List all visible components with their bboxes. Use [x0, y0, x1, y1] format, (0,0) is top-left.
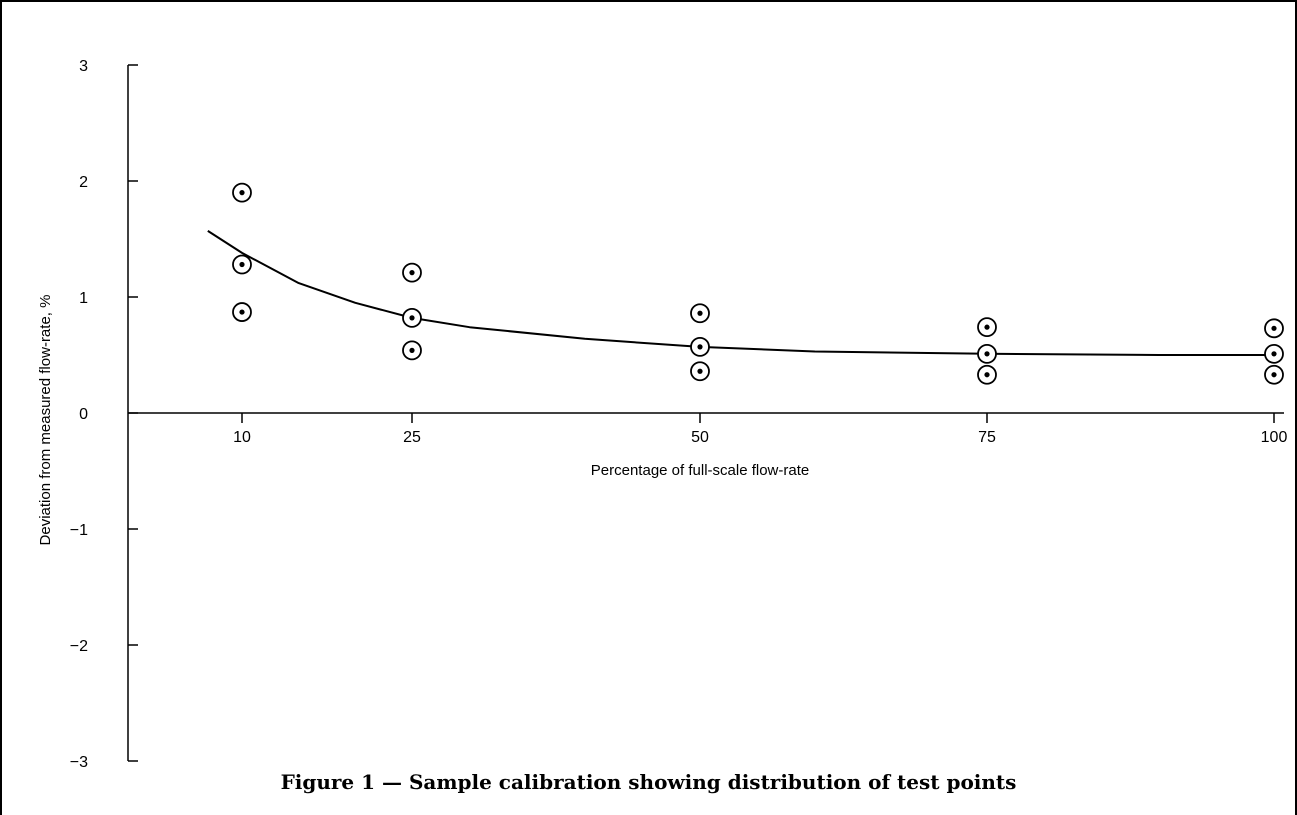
data-point: [690, 361, 710, 382]
x-tick-label: 50: [691, 429, 709, 446]
data-point-dot: [697, 368, 703, 374]
data-point: [977, 364, 997, 385]
x-axis-title: Percentage of full-scale flow-rate: [591, 462, 809, 479]
data-point: [1264, 343, 1284, 364]
data-point: [232, 302, 252, 322]
fit-curve: [207, 230, 1274, 356]
points-group: [232, 182, 1284, 385]
y-axis-title: Deviation from measured flow-rate, %: [37, 295, 54, 546]
data-point: [977, 317, 997, 338]
y-tick-label: 0: [79, 406, 88, 423]
data-point: [690, 303, 710, 324]
axes: [127, 65, 1284, 761]
data-point-dot: [984, 372, 990, 378]
y-tick-label: 3: [79, 58, 88, 75]
x-tick-label: 25: [403, 429, 421, 446]
y-tick-label: −3: [70, 754, 88, 771]
data-point: [232, 254, 252, 275]
x-tick-label: 75: [978, 429, 996, 446]
data-point-dot: [409, 315, 415, 321]
fit-curve-group: [207, 230, 1274, 356]
data-point-dot: [697, 344, 703, 350]
data-point: [402, 307, 422, 328]
y-tick-label: 2: [79, 174, 88, 191]
data-point: [232, 182, 252, 203]
data-point: [977, 343, 997, 364]
x-tick-label: 10: [233, 429, 251, 446]
y-tick-label: −2: [70, 638, 88, 655]
y-tick-label: −1: [70, 522, 88, 539]
data-point-dot: [239, 190, 245, 196]
data-point: [402, 262, 422, 283]
data-point-dot: [984, 324, 990, 330]
data-point: [690, 336, 710, 357]
data-point-dot: [1271, 325, 1277, 331]
figure-caption: Figure 1 — Sample calibration showing di…: [280, 770, 1017, 794]
data-point-dot: [984, 351, 990, 357]
data-point: [1264, 318, 1284, 339]
data-point-dot: [409, 270, 415, 276]
data-point-dot: [1271, 351, 1277, 357]
y-tick-label: 1: [79, 290, 88, 307]
x-tick-label: 100: [1261, 429, 1288, 446]
data-point: [1264, 364, 1284, 385]
data-point-dot: [239, 309, 245, 315]
data-point-dot: [1271, 372, 1277, 378]
data-point-dot: [409, 347, 415, 353]
data-point: [402, 340, 422, 361]
data-point-dot: [239, 261, 245, 268]
data-point-dot: [697, 310, 703, 316]
